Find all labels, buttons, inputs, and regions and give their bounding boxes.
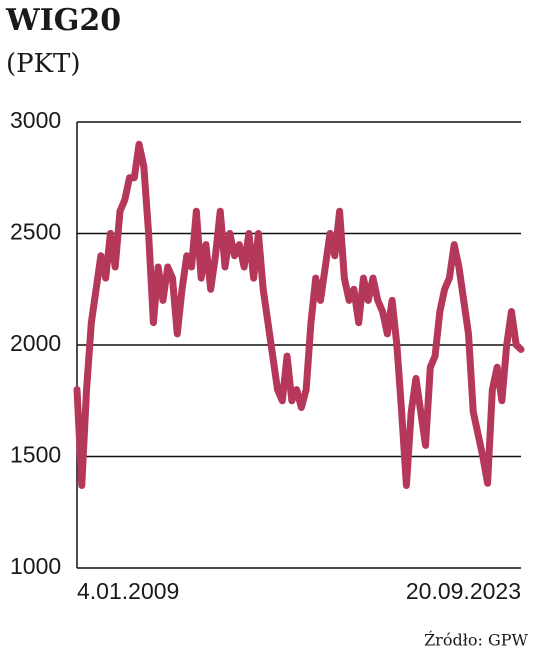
y-tick-label: 2000 [10, 330, 61, 356]
y-tick-label: 2500 [10, 219, 61, 245]
y-tick-label: 1500 [10, 442, 61, 468]
chart-title: WIG20 [5, 3, 121, 38]
x-tick-label: 4.01.2009 [77, 578, 179, 604]
y-tick-label: 1000 [10, 553, 61, 579]
y-tick-label: 3000 [10, 107, 61, 133]
x-tick-label: 20.09.2023 [406, 578, 521, 604]
source-note: Źródło: GPW [424, 630, 528, 650]
data-line [73, 140, 525, 489]
chart-subtitle: (PKT) [6, 49, 81, 79]
